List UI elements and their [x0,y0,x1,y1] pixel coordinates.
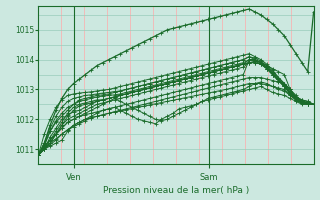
X-axis label: Pression niveau de la mer( hPa ): Pression niveau de la mer( hPa ) [103,186,249,195]
